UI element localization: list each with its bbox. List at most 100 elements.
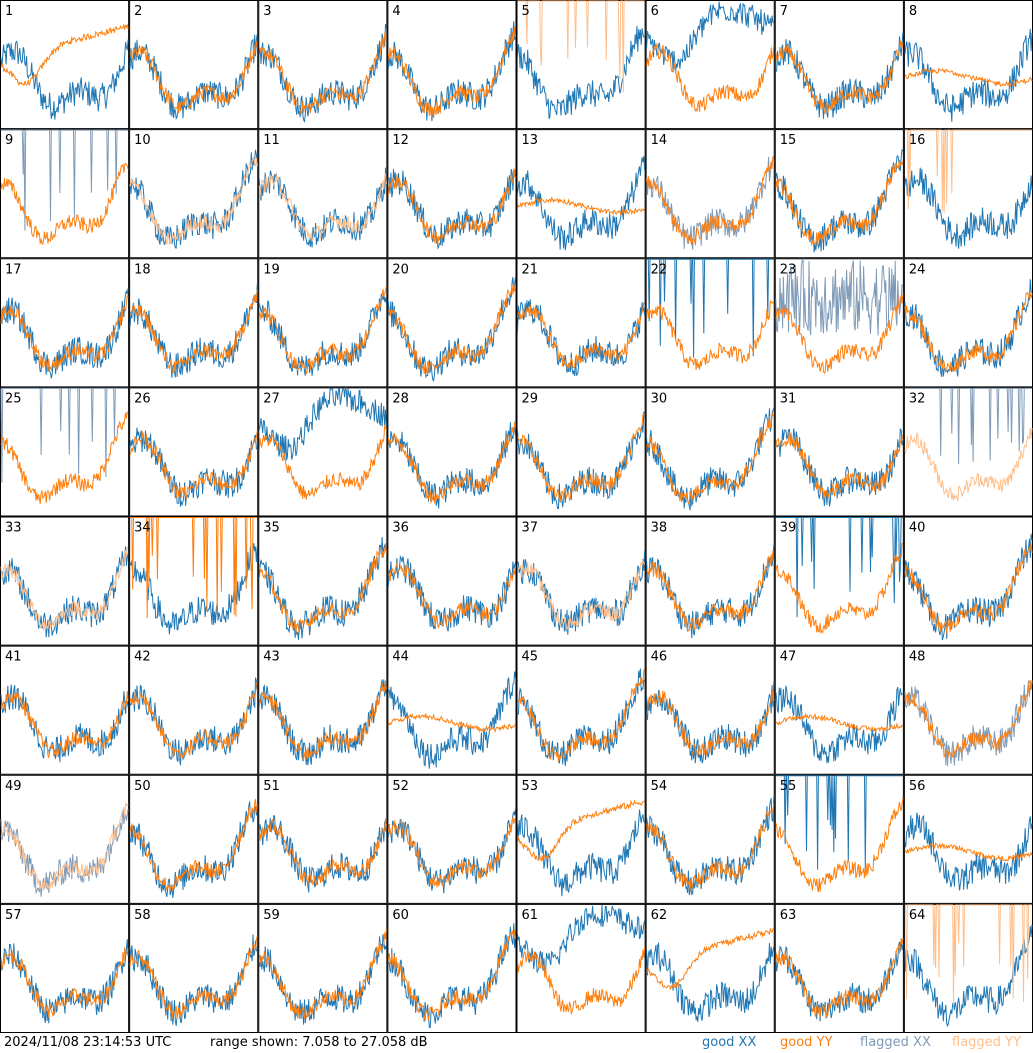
series-yy-good-panel-59 bbox=[258, 928, 387, 1020]
panel-frame-4 bbox=[387, 0, 517, 130]
panel-label-23: 23 bbox=[780, 262, 797, 277]
panel-label-19: 19 bbox=[263, 262, 280, 277]
panel-label-58: 58 bbox=[134, 908, 151, 923]
series-xx-good-panel-24 bbox=[904, 279, 1033, 377]
series-yy-good-panel-21 bbox=[517, 301, 645, 370]
panel-frame-55 bbox=[774, 774, 904, 904]
series-yy-good-panel-28 bbox=[387, 420, 516, 505]
series-yy-good-panel-20 bbox=[387, 282, 516, 375]
series-xx-good-panel-1 bbox=[0, 39, 129, 120]
panel-label-50: 50 bbox=[134, 779, 151, 794]
panel-57: 57 bbox=[0, 903, 130, 1033]
panel-label-59: 59 bbox=[263, 908, 280, 923]
series-yy-good-panel-4 bbox=[387, 26, 516, 119]
legend-flagged-xx: flagged XX bbox=[860, 1033, 931, 1053]
panel-frame-25 bbox=[0, 387, 130, 517]
series-xx-flagged-panel-25 bbox=[0, 387, 129, 483]
series-xx-good-panel-22 bbox=[646, 258, 774, 358]
panel-20: 20 bbox=[387, 258, 517, 388]
series-xx-good-panel-36 bbox=[387, 554, 516, 632]
panel-label-2: 2 bbox=[134, 4, 142, 19]
panel-label-30: 30 bbox=[651, 391, 668, 406]
panel-label-52: 52 bbox=[392, 779, 409, 794]
panel-frame-60 bbox=[387, 903, 517, 1033]
legend-flagged-yy-pol: YY bbox=[1005, 1035, 1021, 1050]
panel-label-14: 14 bbox=[651, 133, 668, 148]
series-yy-good-panel-54 bbox=[646, 804, 775, 892]
series-yy-good-panel-46 bbox=[646, 689, 775, 757]
panel-frame-30 bbox=[645, 387, 775, 517]
panel-label-36: 36 bbox=[392, 521, 409, 536]
series-xx-good-panel-19 bbox=[258, 293, 387, 376]
panel-12: 12 bbox=[387, 129, 517, 259]
panel-frame-9 bbox=[0, 129, 130, 259]
panel-label-45: 45 bbox=[522, 650, 539, 665]
panel-1: 1 bbox=[0, 0, 130, 130]
panel-6: 6 bbox=[645, 0, 775, 130]
panel-label-16: 16 bbox=[909, 133, 926, 148]
series-yy-good-panel-1 bbox=[0, 24, 129, 87]
panel-30: 30 bbox=[645, 387, 775, 517]
series-yy-flagged-panel-11 bbox=[258, 173, 387, 243]
panel-label-9: 9 bbox=[5, 133, 13, 148]
series-yy-flagged-panel-49 bbox=[0, 803, 129, 891]
panel-21: 21 bbox=[516, 258, 646, 388]
series-xx-flagged-panel-23 bbox=[775, 257, 904, 336]
panel-label-55: 55 bbox=[780, 779, 797, 794]
panel-label-7: 7 bbox=[780, 4, 788, 19]
series-yy-good-panel-36 bbox=[388, 563, 516, 629]
panel-10: 10 bbox=[129, 129, 259, 259]
panel-label-3: 3 bbox=[263, 4, 271, 19]
panel-22: 22 bbox=[645, 258, 775, 388]
panel-36: 36 bbox=[387, 516, 517, 646]
panel-label-37: 37 bbox=[522, 521, 539, 536]
panel-frame-14 bbox=[645, 129, 775, 259]
series-xx-flagged-panel-32 bbox=[904, 387, 1032, 465]
panel-label-28: 28 bbox=[392, 391, 409, 406]
panel-frame-16 bbox=[903, 129, 1033, 259]
panel-26: 26 bbox=[129, 387, 259, 517]
panel-frame-36 bbox=[387, 516, 517, 646]
panel-label-63: 63 bbox=[780, 908, 797, 923]
panel-label-43: 43 bbox=[263, 650, 280, 665]
series-xx-flagged-panel-9 bbox=[1, 129, 129, 231]
series-yy-flagged-panel-32 bbox=[904, 427, 1033, 502]
panel-frame-19 bbox=[258, 258, 388, 388]
series-yy-good-panel-60 bbox=[387, 930, 516, 1022]
series-xx-good-panel-39 bbox=[775, 517, 903, 618]
panel-label-5: 5 bbox=[522, 4, 530, 19]
series-yy-good-panel-27 bbox=[258, 423, 387, 500]
panel-label-39: 39 bbox=[780, 521, 797, 536]
panel-label-29: 29 bbox=[522, 391, 539, 406]
panel-label-38: 38 bbox=[651, 521, 668, 536]
panel-60: 60 bbox=[387, 903, 517, 1033]
panel-7: 7 bbox=[774, 0, 904, 130]
series-yy-flagged-panel-10 bbox=[129, 156, 258, 245]
panel-9: 9 bbox=[0, 129, 130, 259]
panel-29: 29 bbox=[516, 387, 646, 517]
panel-label-60: 60 bbox=[392, 908, 409, 923]
series-xx-good-panel-61 bbox=[517, 904, 646, 973]
series-yy-good-panel-9 bbox=[0, 162, 129, 245]
panel-61: 61 bbox=[516, 903, 646, 1033]
panel-64: 64 bbox=[903, 903, 1033, 1033]
series-xx-good-panel-27 bbox=[258, 386, 387, 461]
panel-label-34: 34 bbox=[134, 521, 151, 536]
series-yy-good-panel-29 bbox=[517, 413, 646, 502]
series-xx-good-panel-55 bbox=[775, 775, 903, 871]
panel-56: 56 bbox=[903, 774, 1033, 904]
series-yy-good-panel-45 bbox=[517, 668, 646, 762]
panel-label-13: 13 bbox=[522, 133, 539, 148]
panel-27: 27 bbox=[258, 386, 388, 517]
series-yy-good-panel-57 bbox=[0, 947, 129, 1018]
panel-frame-37 bbox=[516, 516, 646, 646]
panel-50: 50 bbox=[129, 774, 259, 904]
panel-frame-56 bbox=[903, 774, 1033, 904]
panel-frame-12 bbox=[387, 129, 517, 259]
legend-good-xx-word: good bbox=[702, 1035, 739, 1050]
panel-38: 38 bbox=[645, 516, 775, 646]
panel-15: 15 bbox=[774, 129, 904, 259]
panel-44: 44 bbox=[387, 645, 517, 775]
legend-good-yy: good YY bbox=[780, 1033, 832, 1053]
